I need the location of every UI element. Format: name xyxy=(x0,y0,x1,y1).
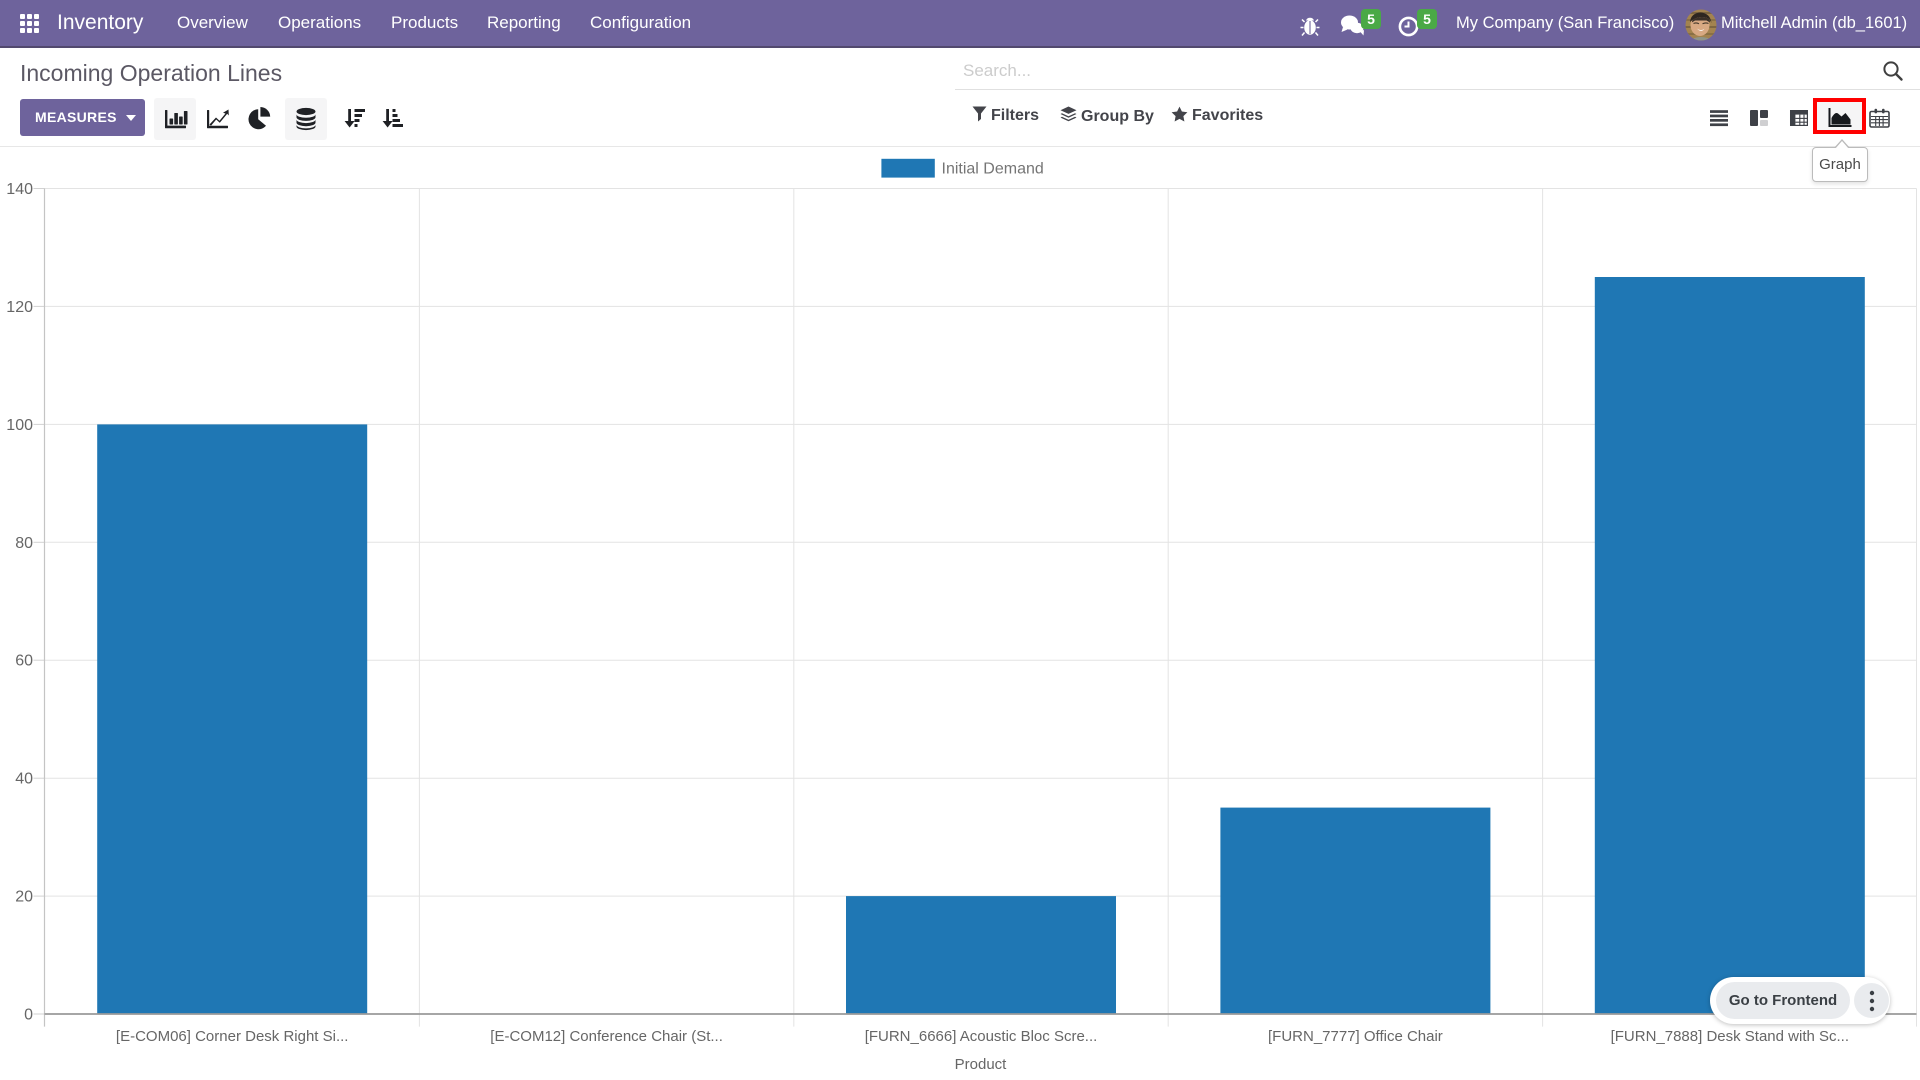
svg-text:140: 140 xyxy=(6,181,33,198)
svg-text:20: 20 xyxy=(15,889,33,906)
svg-text:120: 120 xyxy=(6,299,33,316)
svg-text:[E-COM06] Corner Desk Right Si: [E-COM06] Corner Desk Right Si... xyxy=(116,1028,349,1045)
svg-text:80: 80 xyxy=(15,535,33,552)
svg-text:[FURN_6666] Acoustic Bloc Scre: [FURN_6666] Acoustic Bloc Scre... xyxy=(865,1028,1098,1045)
svg-text:0: 0 xyxy=(24,1007,33,1024)
svg-text:60: 60 xyxy=(15,653,33,670)
svg-text:40: 40 xyxy=(15,771,33,788)
svg-text:[E-COM12] Conference Chair (St: [E-COM12] Conference Chair (St... xyxy=(490,1028,723,1045)
svg-text:Initial Demand: Initial Demand xyxy=(942,161,1044,178)
svg-text:Product: Product xyxy=(955,1056,1008,1073)
svg-text:[FURN_7888] Desk Stand with Sc: [FURN_7888] Desk Stand with Sc... xyxy=(1611,1028,1849,1045)
svg-text:[FURN_7777] Office Chair: [FURN_7777] Office Chair xyxy=(1268,1028,1443,1045)
svg-text:100: 100 xyxy=(6,417,33,434)
